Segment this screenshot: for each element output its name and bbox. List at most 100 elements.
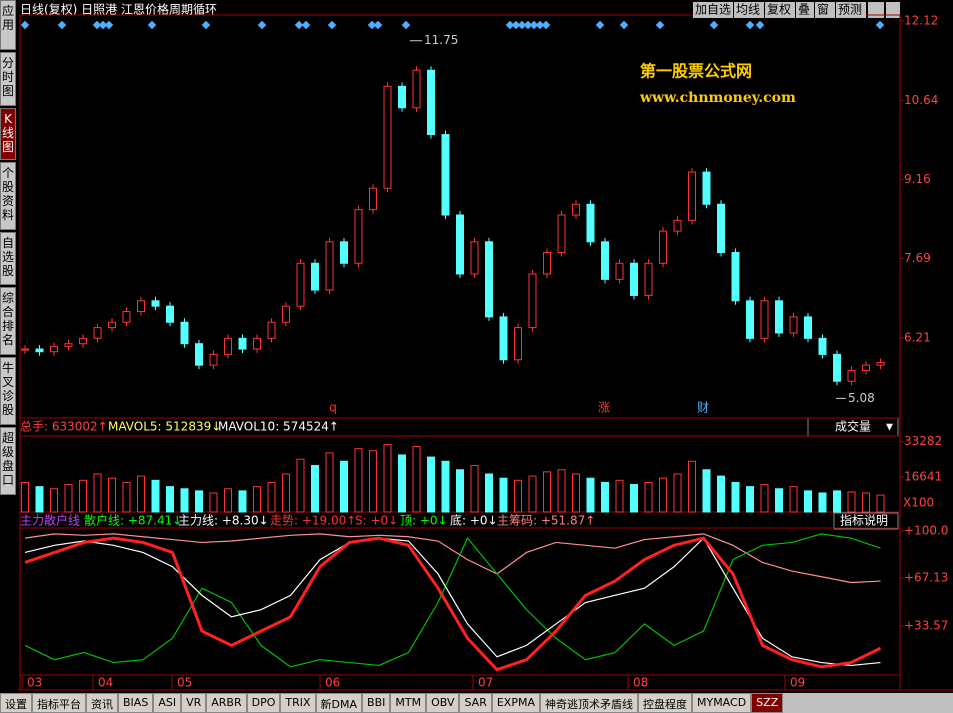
candle (789, 316, 798, 334)
event-marker: 财 (697, 401, 709, 415)
volume-bar (35, 486, 44, 513)
volume-bar (79, 479, 87, 513)
candle (760, 300, 769, 339)
chart-area: 日线(复权) 日照港 江恩价格周期循环 第一股票公式网 www.chnmoney… (0, 0, 953, 693)
icon-button[interactable] (886, 2, 900, 18)
bottom-tab[interactable]: SAR (459, 693, 492, 713)
volume-bar (369, 450, 377, 513)
side-tab[interactable]: 综合排名 (0, 287, 16, 355)
volume-bar (746, 486, 754, 513)
background (0, 0, 953, 693)
side-tab[interactable]: 应用 (0, 0, 16, 50)
side-tab[interactable]: 个股资料 (0, 162, 16, 230)
high-label: 11.75 (424, 33, 458, 47)
volume-bar (166, 486, 174, 513)
candle (180, 321, 189, 345)
candle (311, 262, 319, 291)
y-tick-label: +33.57 (904, 618, 948, 632)
volume-bar (470, 465, 479, 513)
volume-bar (789, 486, 798, 513)
bottom-tab[interactable]: VR (181, 693, 207, 713)
volume-bar (572, 473, 580, 513)
volume-bar (354, 448, 363, 513)
indicator-title: 主力散户线 (20, 513, 80, 528)
bottom-tab[interactable]: 指标平台 (32, 693, 86, 713)
help-button[interactable] (833, 512, 899, 530)
candle (717, 203, 725, 254)
volume-bar (557, 469, 566, 513)
candle (108, 321, 116, 329)
volume-title: 成交量 (835, 419, 871, 434)
event-marker: 涨 (598, 400, 610, 415)
bottom-tab[interactable]: ARBR (206, 693, 247, 713)
candle (238, 337, 247, 350)
candle (21, 348, 29, 351)
candle (702, 171, 711, 205)
volume-bar (528, 475, 537, 513)
bottom-tab[interactable]: 新DMA (315, 693, 363, 713)
side-tab[interactable]: 分时图 (0, 52, 16, 106)
icon-button[interactable] (868, 2, 884, 18)
volume-bar (601, 481, 609, 513)
y-tick-label: 6.21 (904, 330, 931, 344)
toolbar-button[interactable] (693, 2, 733, 18)
volume-bar (325, 452, 334, 513)
bottom-tab[interactable]: BBI (362, 693, 391, 713)
dropdown-arrow: ▼ (886, 423, 893, 433)
bottom-tab[interactable]: OBV (426, 693, 460, 713)
volume-bar (514, 479, 522, 513)
volume-bar (862, 492, 870, 513)
bottom-tab[interactable]: SZZ (751, 693, 784, 713)
bottom-tab[interactable]: TRIX (280, 693, 316, 713)
side-tab[interactable]: 牛叉诊股 (0, 357, 16, 425)
volume-bar (760, 484, 769, 513)
signal-diamond (367, 20, 377, 30)
indicator-legend: 主力线: +8.30↓ (178, 514, 269, 528)
candle (630, 262, 638, 296)
volume-bar (50, 488, 58, 513)
candle (224, 337, 232, 355)
toolbar-button[interactable] (815, 2, 835, 18)
volume-bar (137, 475, 145, 513)
indicator-line (24, 536, 882, 672)
y-tick-label: 16641 (904, 469, 942, 483)
side-tab[interactable]: 自选股 (0, 232, 16, 285)
bottom-tab[interactable]: DPO (246, 693, 281, 713)
candle (876, 361, 885, 366)
x-tick-label: 08 (633, 676, 648, 690)
signal-diamond (327, 20, 337, 30)
candle (427, 69, 435, 136)
candle (673, 219, 682, 232)
side-tab[interactable]: 超级盘口 (0, 427, 16, 495)
bottom-tab[interactable]: MYMACD (691, 693, 752, 713)
candle (79, 337, 87, 345)
volume-legend: 总手: 633002↑ (20, 420, 108, 434)
bottom-tab[interactable]: MTM (390, 693, 427, 713)
candle (688, 171, 696, 221)
bottom-tab[interactable]: 设置 (0, 693, 32, 713)
toolbar-button[interactable] (796, 2, 814, 18)
candle (456, 214, 464, 275)
bottom-tab[interactable]: BIAS (118, 693, 154, 713)
side-tab[interactable]: K线图 (0, 108, 16, 160)
bottom-tab[interactable]: EXPMA (491, 693, 540, 713)
toolbar-button[interactable] (734, 2, 764, 18)
candle (644, 262, 653, 296)
volume-bar (775, 488, 783, 513)
bottom-tab[interactable]: 神奇逃顶术矛盾线 (539, 693, 638, 713)
bottom-tab[interactable]: 控盘程度 (637, 693, 692, 713)
volume-bar (731, 481, 740, 513)
toolbar-button[interactable] (765, 2, 795, 18)
y-tick-label: 33282 (904, 434, 942, 448)
y-tick-label: 12.12 (904, 13, 938, 27)
signal-diamond (294, 20, 304, 30)
volume-bar (108, 477, 116, 513)
toolbar-button[interactable] (836, 2, 866, 18)
volume-bar (122, 481, 131, 513)
bottom-tab[interactable]: ASI (153, 693, 182, 713)
bottom-tab[interactable]: 资讯 (86, 693, 118, 713)
candle (543, 252, 551, 275)
candle (369, 187, 377, 211)
low-label: 5.08 (848, 391, 875, 405)
candle (615, 262, 624, 280)
